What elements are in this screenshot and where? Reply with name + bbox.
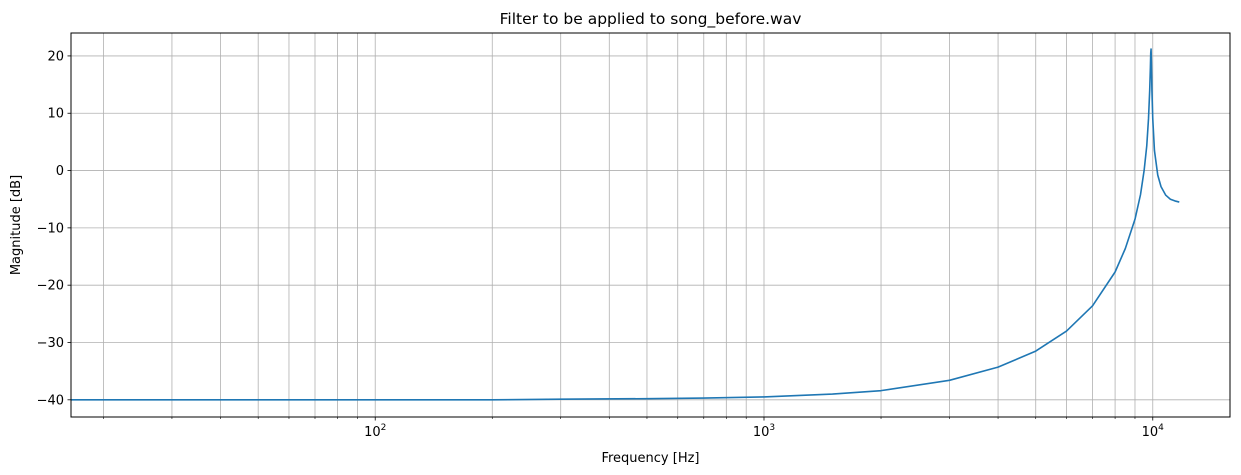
plot-area xyxy=(71,48,1180,401)
y-tick-label: 10 xyxy=(47,107,64,122)
series-line xyxy=(71,48,1180,401)
y-tick-label: 20 xyxy=(47,49,64,64)
chart-title: Filter to be applied to song_before.wav xyxy=(500,10,802,29)
y-tick-label: −30 xyxy=(37,336,64,351)
x-tick-label: 103 xyxy=(753,423,775,440)
y-tick-label: 0 xyxy=(56,164,64,179)
x-tick-label: 102 xyxy=(364,423,386,440)
x-axis-label: Frequency [Hz] xyxy=(601,451,699,466)
y-axis-label: Magnitude [dB] xyxy=(9,175,24,275)
plot-frame xyxy=(70,32,1231,418)
grid-lines xyxy=(71,33,1230,417)
axis-ticks: 20 10 0 −10 −20 −30 −40 102 103 104 xyxy=(37,49,1165,440)
y-tick-label: −20 xyxy=(37,279,64,294)
x-tick-label: 104 xyxy=(1142,423,1165,440)
y-tick-label: −40 xyxy=(37,393,64,408)
y-tick-label: −10 xyxy=(37,221,64,236)
